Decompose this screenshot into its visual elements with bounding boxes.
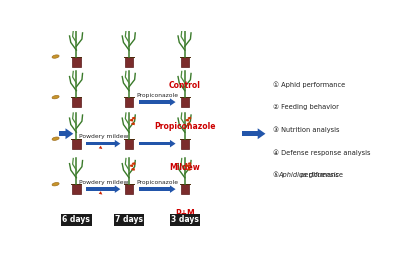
Ellipse shape bbox=[52, 95, 59, 99]
FancyBboxPatch shape bbox=[125, 97, 133, 107]
Circle shape bbox=[186, 164, 189, 167]
Text: Propiconazole: Propiconazole bbox=[136, 93, 178, 97]
Polygon shape bbox=[170, 140, 176, 148]
Text: Propiconazole: Propiconazole bbox=[154, 122, 216, 131]
FancyBboxPatch shape bbox=[72, 57, 81, 67]
Text: 3 days: 3 days bbox=[171, 215, 199, 224]
Circle shape bbox=[187, 123, 191, 125]
FancyBboxPatch shape bbox=[86, 187, 115, 191]
FancyBboxPatch shape bbox=[125, 139, 133, 149]
Circle shape bbox=[188, 117, 191, 119]
Text: Propiconazole: Propiconazole bbox=[136, 180, 178, 185]
FancyBboxPatch shape bbox=[125, 57, 133, 67]
FancyBboxPatch shape bbox=[180, 57, 189, 67]
Text: 6 days: 6 days bbox=[62, 215, 90, 224]
Text: ③ Nutrition analysis: ③ Nutrition analysis bbox=[273, 126, 340, 133]
Ellipse shape bbox=[52, 55, 59, 58]
Circle shape bbox=[130, 119, 133, 121]
FancyBboxPatch shape bbox=[242, 131, 258, 136]
Polygon shape bbox=[170, 98, 176, 106]
FancyBboxPatch shape bbox=[72, 139, 81, 149]
Text: P+M: P+M bbox=[175, 209, 195, 218]
Text: Powdery mildew: Powdery mildew bbox=[79, 134, 128, 139]
FancyBboxPatch shape bbox=[125, 184, 133, 195]
FancyBboxPatch shape bbox=[72, 184, 81, 195]
Text: Mildew: Mildew bbox=[170, 163, 200, 172]
FancyBboxPatch shape bbox=[72, 97, 81, 107]
Text: Powdery mildew: Powdery mildew bbox=[79, 180, 128, 185]
Ellipse shape bbox=[52, 182, 59, 186]
Text: ④ Defense response analysis: ④ Defense response analysis bbox=[273, 149, 371, 156]
Circle shape bbox=[131, 168, 135, 170]
FancyBboxPatch shape bbox=[139, 187, 170, 191]
Text: 7 days: 7 days bbox=[115, 215, 143, 224]
Text: ② Feeding behavior: ② Feeding behavior bbox=[273, 104, 339, 110]
Circle shape bbox=[132, 162, 136, 165]
FancyBboxPatch shape bbox=[86, 142, 115, 145]
Text: ① Aphid performance: ① Aphid performance bbox=[273, 81, 346, 88]
Text: performance: performance bbox=[298, 172, 343, 178]
Polygon shape bbox=[115, 185, 120, 193]
Ellipse shape bbox=[52, 137, 59, 140]
Circle shape bbox=[187, 168, 191, 170]
Polygon shape bbox=[66, 128, 73, 139]
Circle shape bbox=[188, 162, 191, 165]
Circle shape bbox=[131, 123, 135, 125]
Circle shape bbox=[130, 164, 133, 167]
FancyBboxPatch shape bbox=[180, 97, 189, 107]
Circle shape bbox=[132, 117, 136, 119]
FancyBboxPatch shape bbox=[59, 131, 66, 136]
Text: ⑤: ⑤ bbox=[273, 172, 281, 178]
Polygon shape bbox=[115, 140, 120, 148]
Text: Control: Control bbox=[169, 81, 201, 90]
FancyBboxPatch shape bbox=[180, 184, 189, 195]
FancyBboxPatch shape bbox=[139, 100, 170, 104]
FancyBboxPatch shape bbox=[139, 142, 170, 145]
Circle shape bbox=[186, 119, 189, 121]
Text: Aphidius gifuensis: Aphidius gifuensis bbox=[279, 172, 340, 178]
Polygon shape bbox=[170, 185, 176, 193]
FancyBboxPatch shape bbox=[180, 139, 189, 149]
Polygon shape bbox=[258, 128, 266, 139]
